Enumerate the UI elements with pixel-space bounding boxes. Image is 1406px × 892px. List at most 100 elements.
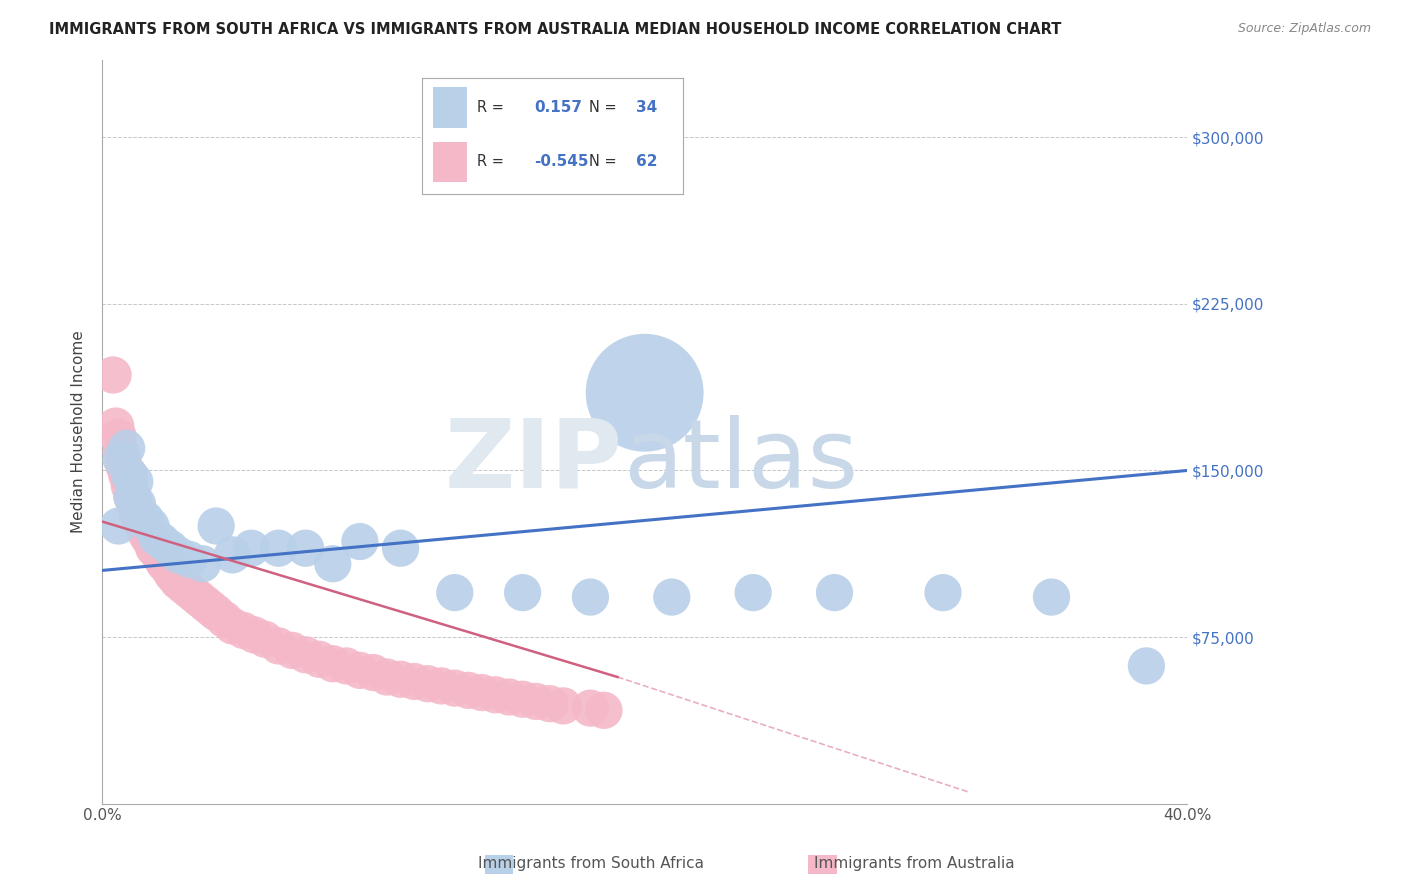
Point	[416, 676, 439, 690]
Point	[145, 530, 167, 544]
Point	[457, 683, 479, 698]
Point	[167, 574, 190, 589]
Point	[294, 648, 316, 662]
Point	[101, 368, 124, 382]
Point	[634, 385, 657, 400]
Point	[200, 601, 222, 615]
Point	[127, 497, 149, 511]
Point	[139, 519, 162, 533]
Point	[579, 590, 602, 604]
Point	[221, 619, 243, 633]
Point	[579, 701, 602, 715]
Point	[267, 541, 290, 556]
Point	[194, 597, 217, 611]
Point	[159, 563, 181, 577]
Point	[112, 458, 135, 473]
Text: ZIP: ZIP	[446, 415, 623, 508]
Point	[593, 703, 616, 717]
Point	[1040, 590, 1063, 604]
Text: Immigrants from South Africa: Immigrants from South Africa	[478, 856, 703, 871]
Point	[110, 446, 132, 460]
Point	[129, 508, 152, 522]
Point	[118, 467, 141, 482]
Point	[135, 525, 157, 540]
Point	[177, 552, 200, 566]
Point	[221, 548, 243, 562]
Point	[115, 467, 138, 482]
Point	[183, 588, 205, 602]
Point	[104, 419, 127, 434]
Point	[188, 592, 211, 607]
Point	[167, 548, 190, 562]
Point	[294, 541, 316, 556]
Point	[932, 585, 955, 599]
Point	[159, 541, 181, 556]
Point	[322, 657, 344, 671]
Point	[524, 694, 547, 708]
Text: IMMIGRANTS FROM SOUTH AFRICA VS IMMIGRANTS FROM AUSTRALIA MEDIAN HOUSEHOLD INCOM: IMMIGRANTS FROM SOUTH AFRICA VS IMMIGRAN…	[49, 22, 1062, 37]
Point	[110, 452, 132, 467]
Y-axis label: Median Household Income: Median Household Income	[72, 330, 86, 533]
Point	[135, 512, 157, 526]
Point	[389, 672, 412, 686]
Point	[375, 670, 398, 684]
Point	[214, 612, 236, 626]
Point	[443, 681, 465, 695]
Point	[139, 534, 162, 549]
Point	[136, 530, 159, 544]
Point	[118, 467, 141, 482]
Point	[153, 557, 176, 571]
Point	[538, 697, 561, 711]
Point	[205, 519, 228, 533]
Point	[162, 567, 184, 582]
Point	[205, 606, 228, 620]
Point	[148, 548, 170, 562]
Point	[363, 665, 385, 680]
Point	[121, 490, 143, 504]
Point	[156, 557, 179, 571]
Point	[240, 541, 263, 556]
Point	[107, 430, 129, 444]
Point	[430, 679, 453, 693]
Point	[404, 674, 426, 689]
Point	[349, 664, 371, 678]
Point	[124, 497, 146, 511]
Point	[127, 508, 149, 522]
Point	[661, 590, 683, 604]
Point	[115, 442, 138, 456]
Point	[349, 534, 371, 549]
Text: atlas: atlas	[623, 415, 858, 508]
Point	[512, 585, 534, 599]
Text: Source: ZipAtlas.com: Source: ZipAtlas.com	[1237, 22, 1371, 36]
Point	[512, 692, 534, 706]
Point	[232, 624, 254, 638]
Point	[118, 479, 141, 493]
Point	[121, 490, 143, 504]
Point	[107, 519, 129, 533]
Point	[498, 690, 520, 704]
Point	[124, 475, 146, 489]
Point	[484, 688, 506, 702]
Point	[150, 534, 173, 549]
Point	[150, 552, 173, 566]
Point	[145, 541, 167, 556]
Point	[142, 541, 165, 556]
Point	[824, 585, 846, 599]
Point	[165, 570, 187, 584]
Point	[281, 643, 304, 657]
Point	[253, 632, 276, 647]
Point	[177, 583, 200, 598]
Point	[308, 652, 330, 666]
Point	[742, 585, 765, 599]
Point	[322, 557, 344, 571]
Point	[471, 685, 494, 699]
Point	[267, 639, 290, 653]
Point	[191, 557, 214, 571]
Point	[389, 541, 412, 556]
Point	[335, 659, 357, 673]
Point	[132, 519, 155, 533]
Point	[173, 579, 195, 593]
Point	[443, 585, 465, 599]
Point	[243, 628, 266, 642]
Point	[553, 698, 575, 713]
